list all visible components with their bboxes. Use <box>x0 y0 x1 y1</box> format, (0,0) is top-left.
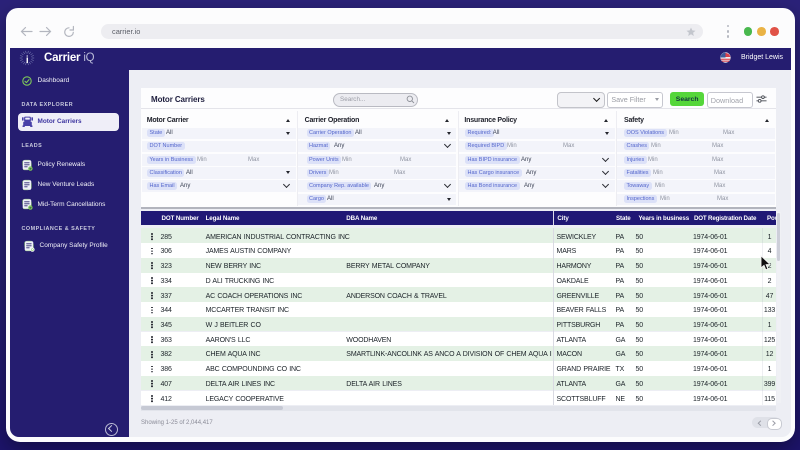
svg-text:i: i <box>26 55 29 66</box>
